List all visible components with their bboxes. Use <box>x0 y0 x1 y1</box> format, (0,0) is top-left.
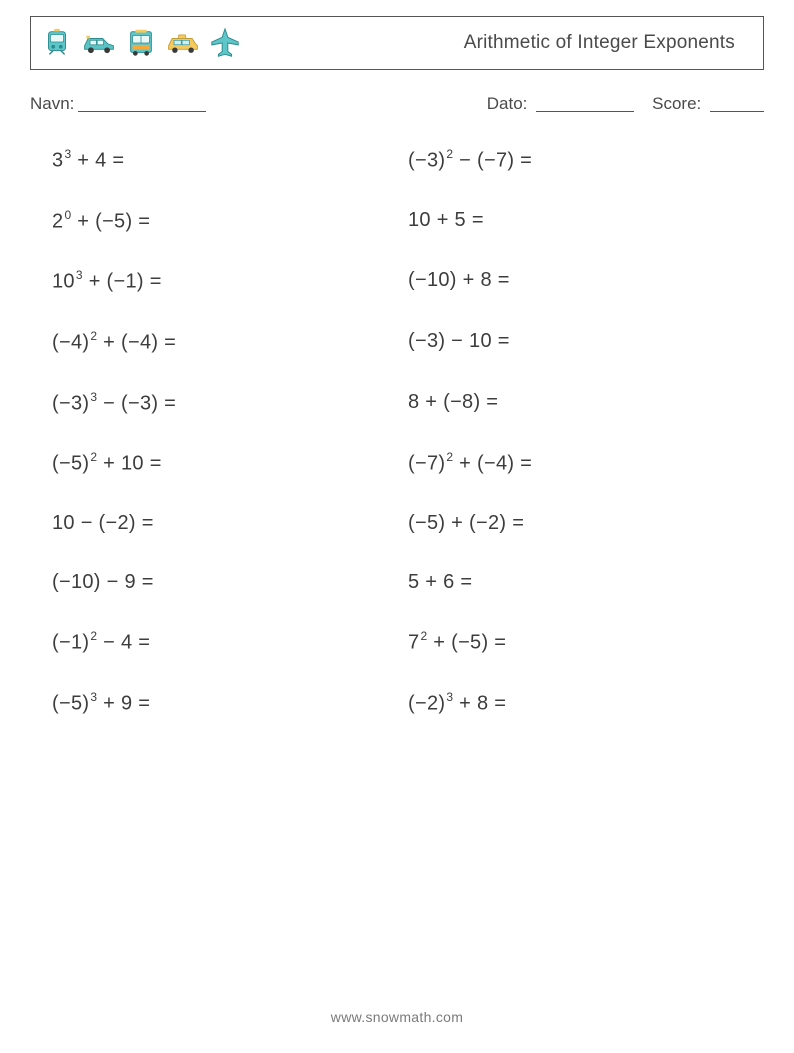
meta-score: Score: <box>652 94 764 114</box>
bus-icon <box>123 25 159 61</box>
problem-right: 5 + 6 = <box>408 571 764 594</box>
score-blank[interactable] <box>710 97 764 112</box>
problem-left: (−5)3 + 9 = <box>52 691 408 716</box>
problem-right: 8 + (−8) = <box>408 391 764 416</box>
problem-right: (−5) + (−2) = <box>408 512 764 535</box>
problem-left: 10 − (−2) = <box>52 512 408 535</box>
problem-left: 103 + (−1) = <box>52 269 408 294</box>
footer-url: www.snowmath.com <box>0 1009 794 1025</box>
meta-row: Navn: Dato: Score: <box>30 94 764 114</box>
problem-right: (−3)2 − (−7) = <box>408 148 764 173</box>
problem-right: (−2)3 + 8 = <box>408 691 764 716</box>
problem-left: 20 + (−5) = <box>52 209 408 234</box>
worksheet-title: Arithmetic of Integer Exponents <box>464 32 745 54</box>
plane-icon <box>207 25 243 61</box>
problem-right: (−3) − 10 = <box>408 330 764 355</box>
car-icon <box>81 25 117 61</box>
header-box: Arithmetic of Integer Exponents <box>30 16 764 70</box>
problem-right: (−10) + 8 = <box>408 269 764 294</box>
worksheet: Arithmetic of Integer Exponents Navn: Da… <box>30 16 764 715</box>
problem-left: (−4)2 + (−4) = <box>52 330 408 355</box>
problems-grid: 33 + 4 =(−3)2 − (−7) = 20 + (−5) =10 + 5 … <box>30 148 764 715</box>
name-label: Navn: <box>30 94 74 114</box>
date-label: Dato: <box>487 94 528 113</box>
taxi-icon <box>165 25 201 61</box>
score-label: Score: <box>652 94 701 113</box>
problem-right: 10 + 5 = <box>408 209 764 234</box>
problem-left: (−3)3 − (−3) = <box>52 391 408 416</box>
date-blank[interactable] <box>536 97 634 112</box>
header-icons <box>39 25 243 61</box>
problem-right: (−7)2 + (−4) = <box>408 451 764 476</box>
problem-left: (−10) − 9 = <box>52 571 408 594</box>
train-icon <box>39 25 75 61</box>
problem-left: 33 + 4 = <box>52 148 408 173</box>
meta-date: Dato: <box>487 94 634 114</box>
name-blank[interactable] <box>78 97 206 112</box>
problem-right: 72 + (−5) = <box>408 630 764 655</box>
problem-left: (−5)2 + 10 = <box>52 451 408 476</box>
meta-name: Navn: <box>30 94 206 114</box>
problem-left: (−1)2 − 4 = <box>52 630 408 655</box>
